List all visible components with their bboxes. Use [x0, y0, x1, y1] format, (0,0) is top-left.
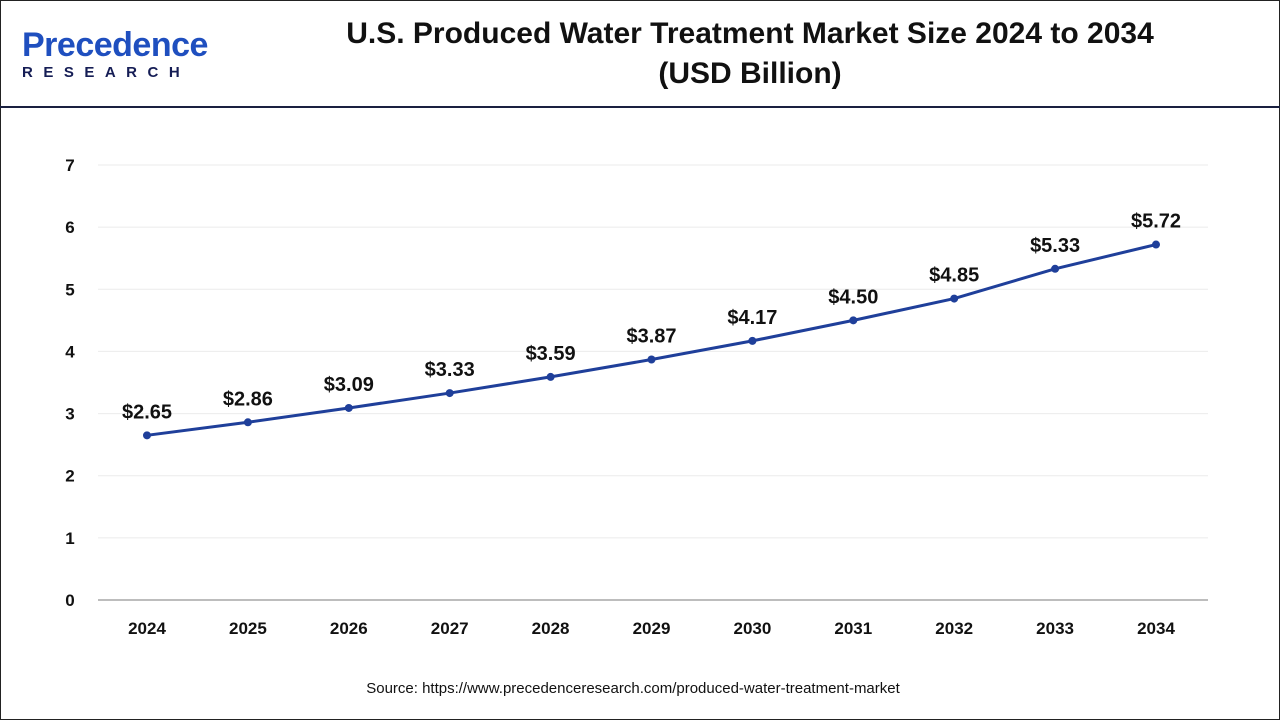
y-tick-label: 1: [65, 529, 74, 548]
y-tick-label: 7: [65, 156, 74, 175]
data-label: $3.09: [324, 374, 374, 396]
title-line-1: U.S. Produced Water Treatment Market Siz…: [346, 17, 1154, 50]
x-tick-label: 2032: [935, 619, 973, 638]
x-tick-label: 2031: [834, 619, 872, 638]
data-point: [243, 418, 252, 427]
y-tick-label: 3: [65, 405, 74, 424]
x-tick-label: 2027: [431, 619, 469, 638]
data-point: [849, 316, 858, 325]
y-tick-label: 2: [65, 467, 74, 486]
x-tick-label: 2033: [1036, 619, 1074, 638]
data-point: [748, 336, 757, 345]
data-label: $4.50: [828, 286, 878, 308]
y-tick-label: 6: [65, 218, 74, 237]
x-tick-label: 2024: [128, 619, 166, 638]
header-divider: [0, 106, 1280, 108]
data-point: [1152, 240, 1160, 249]
data-label: $4.85: [929, 265, 979, 287]
data-label: $3.59: [526, 343, 576, 365]
x-tick-label: 2025: [229, 619, 267, 638]
x-tick-label: 2026: [330, 619, 368, 638]
data-point: [546, 372, 555, 381]
data-label: $3.87: [626, 326, 676, 348]
chart-title: U.S. Produced Water Treatment Market Siz…: [290, 14, 1210, 94]
data-label: $2.65: [122, 401, 172, 423]
data-label: $5.72: [1131, 211, 1181, 233]
data-point: [344, 403, 353, 412]
x-tick-label: 2030: [733, 619, 771, 638]
x-tick-label: 2029: [633, 619, 671, 638]
data-point: [143, 431, 151, 440]
x-tick-label: 2034: [1137, 619, 1175, 638]
logo-subtitle: RESEARCH: [22, 64, 191, 81]
source-note: Source: https://www.precedenceresearch.c…: [366, 680, 900, 697]
data-point: [1051, 264, 1060, 273]
logo-wordmark: Precedence: [22, 26, 208, 64]
data-point: [950, 294, 959, 303]
y-tick-label: 4: [65, 342, 75, 361]
x-tick-label: 2028: [532, 619, 570, 638]
y-tick-label: 0: [65, 591, 74, 610]
title-line-2: (USD Billion): [658, 57, 842, 90]
data-label: $2.86: [223, 388, 273, 410]
data-label: $3.33: [425, 359, 475, 381]
data-point: [647, 355, 656, 364]
logo: Precedence RESEARCH: [22, 28, 208, 81]
y-tick-label: 5: [65, 280, 74, 299]
data-label: $4.17: [727, 307, 777, 329]
data-point: [445, 389, 454, 398]
data-label: $5.33: [1030, 235, 1080, 257]
